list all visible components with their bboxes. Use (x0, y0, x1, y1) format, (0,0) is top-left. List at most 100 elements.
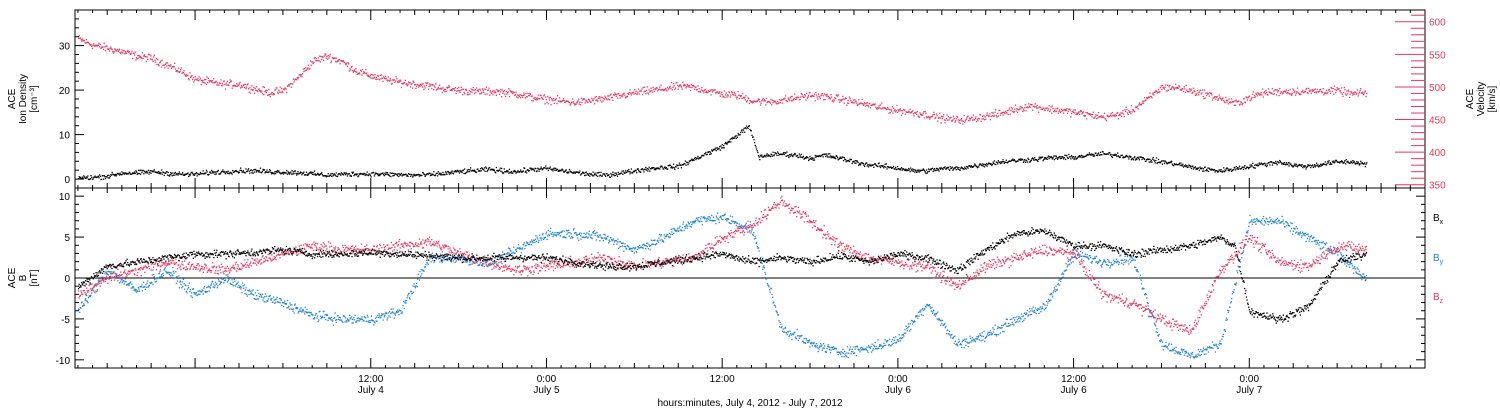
by-point (83, 303, 84, 304)
by-point (578, 240, 579, 241)
ion-density-point (486, 168, 487, 169)
velocity-point (390, 78, 391, 79)
ion-density-point (772, 152, 773, 153)
velocity-point (529, 95, 530, 96)
ion-density-point (1151, 162, 1152, 163)
ion-density-point (622, 174, 623, 175)
velocity-point (1280, 93, 1281, 94)
by-point (668, 236, 669, 237)
ion-density-point (288, 171, 289, 172)
velocity-point (1151, 97, 1152, 98)
velocity-point (796, 97, 797, 98)
by-point (141, 284, 142, 285)
by-point (682, 224, 683, 225)
velocity-point (1194, 91, 1195, 92)
ion-density-point (1129, 155, 1130, 156)
ion-density-point (439, 173, 440, 174)
ion-density-point (202, 173, 203, 174)
velocity-point (646, 90, 647, 91)
velocity-point (732, 92, 733, 93)
ion-density-point (1023, 160, 1024, 161)
ion-density-point (467, 169, 468, 170)
by-point (212, 281, 213, 282)
ion-density-point (143, 173, 144, 174)
ion-density-point (1095, 153, 1096, 154)
ion-density-point (270, 172, 271, 173)
velocity-point (898, 109, 899, 110)
ion-density-point (139, 170, 140, 171)
by-point (248, 294, 249, 295)
velocity-point (467, 94, 468, 95)
velocity-point (741, 98, 742, 99)
by-point (255, 299, 256, 300)
velocity-point (1079, 111, 1080, 112)
ion-density-point (1360, 163, 1361, 164)
ion-density-point (589, 173, 590, 174)
ion-density-point (645, 167, 646, 168)
by-point (269, 295, 270, 296)
velocity-point (658, 89, 659, 90)
velocity-point (1022, 111, 1023, 112)
ion-density-point (148, 173, 149, 174)
velocity-point (506, 94, 507, 95)
velocity-point (1023, 109, 1024, 110)
by-point (701, 221, 702, 222)
velocity-point (212, 82, 213, 83)
ion-density-point (440, 174, 441, 175)
by-point (310, 312, 311, 313)
velocity-point (817, 98, 818, 99)
velocity-point (1096, 118, 1097, 119)
by-point (368, 321, 369, 322)
ion-density-point (1141, 157, 1142, 158)
velocity-point (438, 87, 439, 88)
velocity-point (664, 89, 665, 90)
velocity-point (937, 121, 938, 122)
velocity-point (673, 83, 674, 84)
velocity-point (563, 98, 564, 99)
velocity-point (1343, 92, 1344, 93)
ion-density-point (751, 135, 752, 136)
ion-density-point (264, 169, 265, 170)
ion-density-point (1005, 162, 1006, 163)
by-point (412, 285, 413, 286)
velocity-point (983, 118, 984, 119)
velocity-point (586, 100, 587, 101)
velocity-point (484, 88, 485, 89)
by-point (616, 244, 617, 245)
by-point (508, 247, 509, 248)
ion-density-point (884, 166, 885, 167)
velocity-point (1020, 108, 1021, 109)
velocity-point (865, 106, 866, 107)
velocity-point (689, 87, 690, 88)
velocity-point (863, 104, 864, 105)
velocity-point (339, 59, 340, 60)
velocity-point (485, 89, 486, 90)
ion-density-point (1357, 163, 1358, 164)
velocity-point (1228, 103, 1229, 104)
ion-density-point (425, 176, 426, 177)
velocity-point (843, 98, 844, 99)
by-point (387, 319, 388, 320)
velocity-point (829, 97, 830, 98)
velocity-point (879, 107, 880, 108)
by-point (687, 226, 688, 227)
velocity-point (958, 122, 959, 123)
velocity-point (430, 84, 431, 85)
velocity-point (167, 62, 168, 63)
ion-density-point (535, 168, 536, 169)
velocity-point (806, 93, 807, 94)
velocity-point (1052, 108, 1053, 109)
velocity-point (400, 80, 401, 81)
ion-density-point (815, 155, 816, 156)
velocity-point (1132, 111, 1133, 112)
by-point (421, 273, 422, 274)
ion-density-point (1230, 169, 1231, 170)
by-point (644, 245, 645, 246)
by-point (228, 279, 229, 280)
ion-density-point (1346, 159, 1347, 160)
by-point (284, 302, 285, 303)
ion-density-point (640, 172, 641, 173)
by-point (394, 313, 395, 314)
velocity-point (1051, 113, 1052, 114)
velocity-point (1275, 89, 1276, 90)
